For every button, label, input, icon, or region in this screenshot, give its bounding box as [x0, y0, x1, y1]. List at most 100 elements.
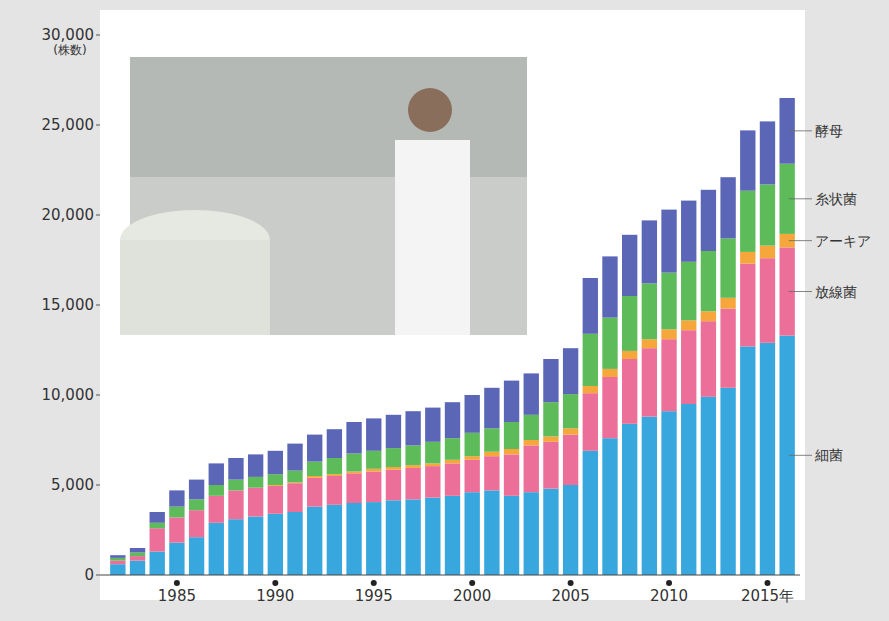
bar-segment	[701, 397, 716, 575]
bar-segment	[445, 460, 460, 464]
bar-segment	[622, 359, 637, 424]
bar-segment	[386, 500, 401, 575]
bar-segment	[228, 519, 243, 575]
bar-segment	[228, 490, 243, 519]
photo-head	[408, 88, 452, 132]
bar-segment	[484, 388, 499, 429]
bar-segment	[307, 462, 322, 476]
x-axis-line	[100, 575, 800, 576]
bar-segment	[642, 417, 657, 575]
x-axis: 1985199019952000200520102015年	[100, 35, 800, 605]
bar-segment	[425, 498, 440, 575]
bar-segment	[248, 477, 263, 488]
y-tick	[96, 485, 100, 486]
bar-segment	[268, 514, 283, 575]
bar-segment	[445, 463, 460, 495]
bar-segment	[346, 503, 361, 575]
bar-segment	[701, 311, 716, 321]
bar-segment	[681, 201, 696, 262]
x-tick-label: 1995	[355, 587, 393, 605]
bar-segment	[760, 258, 775, 343]
x-tick	[764, 580, 770, 586]
bar-segment	[720, 238, 735, 297]
bar-segment	[583, 386, 598, 393]
bar-segment	[524, 415, 539, 440]
bar-segment	[425, 463, 440, 466]
y-axis: 05,00010,00015,00020,00025,00030,000	[42, 26, 101, 584]
bar-segment	[622, 424, 637, 575]
bar-segment	[130, 553, 145, 557]
y-tick-label: 30,000	[42, 26, 95, 44]
bar-segment	[622, 235, 637, 296]
x-tick-label: 1990	[256, 587, 294, 605]
y-tick	[96, 215, 100, 216]
bar-segment	[642, 220, 657, 283]
bar-segment	[386, 448, 401, 467]
legend-entry: 放線菌	[815, 284, 857, 300]
bar-segment	[701, 251, 716, 311]
y-axis-title: (株数)	[53, 43, 86, 57]
bar-segment	[327, 505, 342, 575]
bar-segment	[307, 507, 322, 575]
bar-segment	[583, 393, 598, 451]
x-tick-label: 2000	[453, 587, 491, 605]
y-tick	[96, 305, 100, 306]
bar-segment	[642, 348, 657, 416]
legend-leader	[789, 130, 812, 131]
chart: 05,00010,00015,00020,00025,00030,000(株数)…	[0, 0, 889, 621]
bar-segment	[484, 456, 499, 490]
bar-segment	[346, 422, 361, 454]
bar-segment	[465, 395, 480, 433]
bar-segment	[405, 445, 420, 465]
bar-segment	[583, 278, 598, 334]
bar-segment	[150, 512, 165, 523]
x-tick-label: 2005	[552, 587, 590, 605]
legend-entry: 酵母	[815, 123, 843, 139]
bar-segment	[681, 404, 696, 575]
bar-segment	[681, 330, 696, 404]
x-tick	[272, 580, 278, 586]
bar-segment	[366, 472, 381, 503]
bar-segment	[583, 451, 598, 575]
bar-segment	[327, 474, 342, 476]
bar-segment	[622, 296, 637, 351]
bar-segment	[425, 408, 440, 442]
bar-segment	[465, 433, 480, 456]
x-tick-label: 1985	[158, 587, 196, 605]
bar-segment	[524, 373, 539, 414]
bar-segment	[543, 359, 558, 402]
x-tick	[174, 580, 180, 586]
bar-segment	[563, 348, 578, 394]
bar-segment	[465, 456, 480, 460]
bar-segment	[346, 473, 361, 503]
bar-segment	[386, 467, 401, 470]
bar-segment	[189, 480, 204, 500]
bar-segment	[563, 394, 578, 428]
x-tick-label: 2010	[650, 587, 688, 605]
bar-segment	[405, 411, 420, 445]
bar-segment	[524, 445, 539, 492]
bar-segment	[189, 537, 204, 575]
x-tick	[371, 580, 377, 586]
bar-segment	[405, 465, 420, 468]
legend-leader	[789, 455, 812, 456]
bar-segment	[524, 492, 539, 575]
bar-segment	[661, 329, 676, 339]
bar-segment	[602, 377, 617, 438]
bar-segment	[130, 556, 145, 561]
bar-segment	[189, 499, 204, 510]
bar-segment	[386, 415, 401, 448]
legend-leader	[789, 240, 812, 241]
bar-segment	[563, 428, 578, 434]
bar-segment	[169, 490, 184, 506]
bar-segment	[110, 555, 125, 558]
bar-segment	[760, 246, 775, 259]
bar-segment	[209, 496, 224, 523]
bar-segment	[543, 442, 558, 489]
photo	[120, 57, 527, 335]
bar-segment	[327, 458, 342, 474]
bar-segment	[720, 298, 735, 309]
bar-segment	[150, 528, 165, 551]
bar-segment	[740, 191, 755, 252]
bar-segment	[760, 121, 775, 184]
